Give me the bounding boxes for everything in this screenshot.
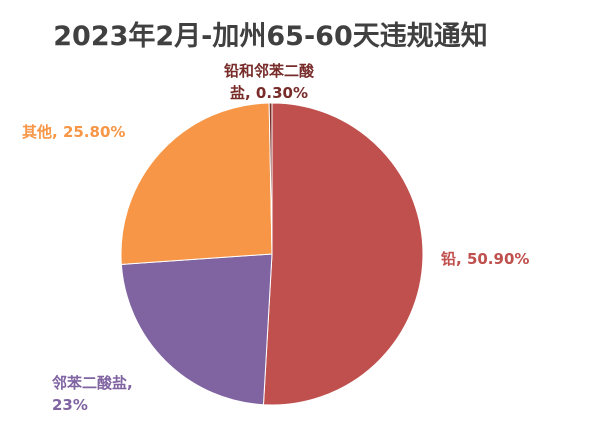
chart-title: 2023年2月-加州65-60天违规通知 — [53, 21, 488, 52]
slice-lead-and-phthalates — [268, 102, 273, 255]
slice-other — [120, 102, 273, 265]
pie-slices — [120, 102, 424, 406]
slice-phthalates — [120, 253, 273, 406]
label-lead-and-phthalates: 铅和邻苯二酸 盐, 0.30% — [224, 62, 315, 102]
label-other: 其他, 25.80% — [22, 123, 126, 141]
label-phthalates: 邻苯二酸盐, 23% — [52, 374, 133, 414]
slice-lead — [262, 102, 424, 406]
label-lead: 铅, 50.90% — [441, 250, 530, 268]
